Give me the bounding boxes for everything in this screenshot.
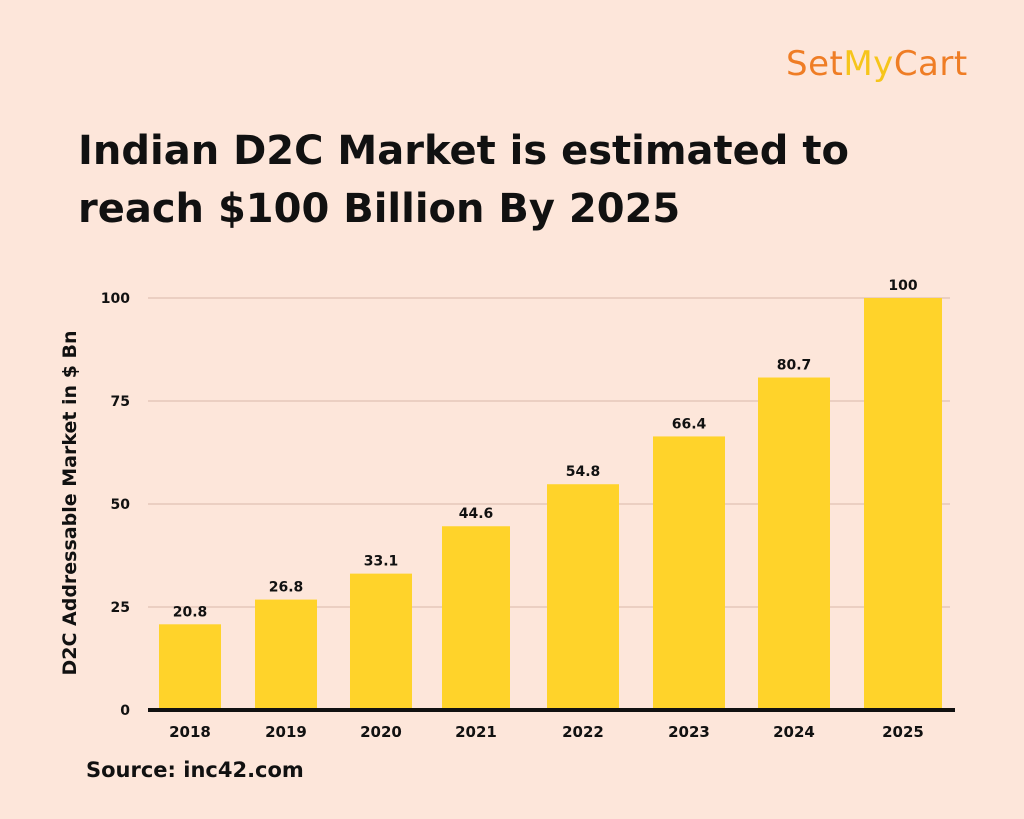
bar-2022 [547, 484, 619, 710]
y-tick-label: 100 [101, 291, 130, 307]
bar-2024 [758, 377, 830, 710]
setmycart-logo: SetMyCart [786, 44, 968, 84]
data-label-2024: 80.7 [777, 358, 812, 374]
y-tick-label: 0 [120, 703, 130, 719]
x-tick-label-2018: 2018 [169, 723, 211, 741]
y-tick-label: 50 [111, 497, 131, 513]
bar-2018 [159, 624, 221, 710]
logo-part-cart: Cart [893, 44, 968, 84]
x-tick-label-2021: 2021 [455, 723, 497, 741]
chart-title-line-2: reach $100 Billion By 2025 [78, 186, 681, 232]
data-labels: 20.8 26.8 33.1 44.6 54.8 66.4 80.7 100 [173, 278, 918, 620]
data-label-2020: 33.1 [364, 554, 399, 570]
bars [159, 298, 942, 710]
bar-2019 [255, 599, 317, 710]
y-tick-label: 25 [111, 600, 130, 616]
source-note: Source: inc42.com [86, 758, 304, 782]
logo-part-set: Set [786, 44, 844, 84]
x-tick-label-2023: 2023 [668, 723, 710, 741]
chart-title-line-1: Indian D2C Market is estimated to [78, 128, 849, 174]
x-tick-label-2019: 2019 [265, 723, 307, 741]
bar-2023 [653, 436, 725, 710]
data-label-2019: 26.8 [269, 580, 304, 596]
data-label-2022: 54.8 [566, 464, 601, 480]
x-tick-label-2022: 2022 [562, 723, 604, 741]
x-tick-label-2024: 2024 [773, 723, 815, 741]
x-tick-label-2025: 2025 [882, 723, 924, 741]
axis-ticks: 0 25 50 75 100 2018 2019 2020 2021 2022 2023 2024 20… [101, 291, 955, 741]
data-label-2023: 66.4 [672, 416, 707, 432]
data-label-2021: 44.6 [459, 506, 494, 522]
chart-title: Indian D2C Market is estimated to reach … [78, 122, 978, 238]
y-tick-label: 75 [111, 394, 130, 410]
data-label-2018: 20.8 [173, 604, 208, 620]
bar-2021 [442, 526, 510, 710]
data-label-2025: 100 [888, 278, 917, 294]
bar-2025 [864, 298, 942, 710]
bar-2020 [350, 573, 412, 710]
x-tick-label-2020: 2020 [360, 723, 402, 741]
logo-part-my: My [843, 44, 894, 84]
y-axis-label: D2C Addressable Market in $ Bn [59, 330, 81, 675]
